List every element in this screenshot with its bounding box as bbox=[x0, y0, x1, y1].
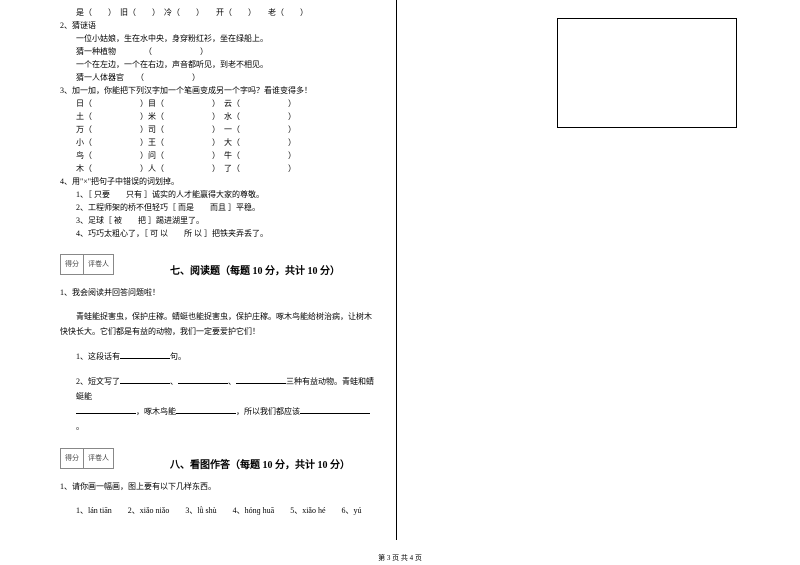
q2-answer1: 猜一种植物 （ ） bbox=[60, 45, 376, 58]
q4-1: 1、［ 只要 只有 ］诚实的人才能赢得大家的尊敬。 bbox=[60, 188, 376, 201]
grader-cell: 评卷人 bbox=[84, 254, 114, 275]
grid-row-4: 鸟（ ）问（ ） 牛（ ） bbox=[60, 149, 376, 162]
q2-riddle2: 一个在左边，一个在右边，声音都听见，到老不相见。 bbox=[60, 58, 376, 71]
left-column: 是（ ） 旧（ ） 冷（ ） 开（ ） 老（ ） 2、猜谜语 一位小姑娘，生在水… bbox=[0, 0, 396, 540]
q7-sub2-f: ，所以我们都应该 bbox=[236, 407, 300, 416]
page-footer: 第 3 页 共 4 页 bbox=[0, 553, 800, 563]
q7-sub1-b: 句。 bbox=[170, 352, 186, 361]
blank bbox=[236, 374, 286, 384]
passage: 青蛙能捉害虫，保护庄稼。蜻蜓也能捉害虫，保护庄稼。啄木鸟能给树治病，让树木快快长… bbox=[60, 309, 376, 339]
q7-sub2-g: 。 bbox=[76, 422, 84, 431]
grid-row-0: 日（ ）目（ ） 云（ ） bbox=[60, 97, 376, 110]
blank bbox=[76, 404, 136, 414]
q8-1: 1、请你画一幅画，图上要有以下几样东西。 bbox=[60, 480, 376, 493]
blank bbox=[176, 404, 236, 414]
grid-row-1: 土（ ）米（ ） 水（ ） bbox=[60, 110, 376, 123]
q8-items: 1、lán tiān 2、xiǎo niǎo 3、lǜ shù 4、hónɡ h… bbox=[60, 503, 376, 518]
grid-row-3: 小（ ）王（ ） 大（ ） bbox=[60, 136, 376, 149]
q2-answer2: 猜一人体器官 （ ） bbox=[60, 71, 376, 84]
q7-sub2-e: ，啄木鸟能 bbox=[136, 407, 176, 416]
q7-sub2-b: 、 bbox=[170, 377, 178, 386]
right-column bbox=[396, 0, 800, 540]
q2-riddle1: 一位小姑娘，生在水中央，身穿粉红衫，坐在绿船上。 bbox=[60, 32, 376, 45]
grid-row-2: 万（ ）司（ ） 一（ ） bbox=[60, 123, 376, 136]
blank bbox=[178, 374, 228, 384]
blank bbox=[120, 349, 170, 359]
q7-1: 1、我会阅读并回答问题啦！ bbox=[60, 286, 376, 299]
q4-4: 4、巧巧太粗心了，［ 可 以 所 以 ］把铁夹弄丢了。 bbox=[60, 227, 376, 240]
q4-title: 4、用"×"把句子中错误的词划掉。 bbox=[60, 175, 376, 188]
grid-row-5: 木（ ）人（ ） 了（ ） bbox=[60, 162, 376, 175]
q7-sub2-c: 、 bbox=[228, 377, 236, 386]
score-cell: 得分 bbox=[60, 448, 84, 469]
section-7-title: 七、阅读题（每题 10 分，共计 10 分） bbox=[170, 265, 376, 278]
q7-sub2-a: 2、短文写了 bbox=[76, 377, 120, 386]
section-8-title: 八、看图作答（每题 10 分，共计 10 分） bbox=[170, 459, 376, 472]
blank bbox=[300, 404, 370, 414]
blank bbox=[120, 374, 170, 384]
q4-2: 2、工程师架的桥不但轻巧［ 而是 而且 ］平稳。 bbox=[60, 201, 376, 214]
score-cell: 得分 bbox=[60, 254, 84, 275]
q4-3: 3、足球［ 被 把 ］踢进湖里了。 bbox=[60, 214, 376, 227]
antonym-line: 是（ ） 旧（ ） 冷（ ） 开（ ） 老（ ） bbox=[60, 6, 376, 19]
q7-sub1-a: 1、这段话有 bbox=[76, 352, 120, 361]
page-container: 是（ ） 旧（ ） 冷（ ） 开（ ） 老（ ） 2、猜谜语 一位小姑娘，生在水… bbox=[0, 0, 800, 540]
q7-sub1: 1、这段话有 句。 bbox=[60, 349, 376, 364]
q7-sub2: 2、短文写了、、三种有益动物。青蛙和蜻蜓能 ，啄木鸟能，所以我们都应该。 bbox=[60, 374, 376, 434]
q2-title: 2、猜谜语 bbox=[60, 19, 376, 32]
q3-title: 3、加一加，你能把下列汉字加一个笔画变成另一个字吗？看谁变得多！ bbox=[60, 84, 376, 97]
grader-cell: 评卷人 bbox=[84, 448, 114, 469]
drawing-box bbox=[557, 18, 737, 128]
